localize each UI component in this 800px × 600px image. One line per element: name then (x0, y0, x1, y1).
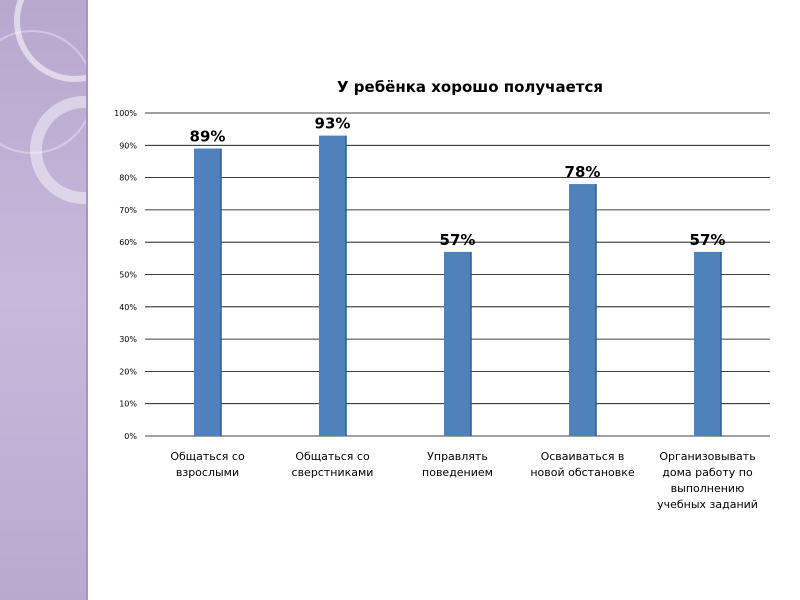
y-tick-label: 20% (119, 367, 137, 376)
category-label: Управлять поведением (422, 450, 493, 479)
chart-title: У ребёнка хорошо получается (337, 78, 603, 96)
category-label: Общаться со взрослыми (170, 450, 245, 479)
decorative-side-panel (0, 0, 88, 600)
y-tick-label: 50% (119, 271, 137, 280)
y-tick-label: 90% (119, 141, 137, 150)
y-tick-label: 10% (119, 400, 137, 409)
bar (319, 135, 346, 437)
category-label: Осваиваться в новой обстановке (530, 450, 635, 479)
y-tick-label: 100% (114, 109, 137, 118)
bar (194, 148, 221, 436)
y-tick-label: 0% (124, 432, 137, 441)
y-tick-label: 70% (119, 206, 137, 215)
y-tick-label: 30% (119, 335, 137, 344)
bars (194, 135, 722, 437)
y-tick-label: 40% (119, 303, 137, 312)
category-label: Общаться со сверстниками (292, 450, 374, 479)
panel-edge (86, 0, 88, 600)
data-label: 93% (315, 115, 351, 133)
data-label: 57% (690, 231, 726, 249)
category-label: Организовывать дома работу по выполнению уч… (657, 450, 758, 511)
y-axis-ticks: 0% 10% 20% 30% 40% 50% 60% 70% 80% 90% 100% (114, 109, 137, 441)
bar (569, 184, 596, 436)
y-tick-label: 60% (119, 238, 137, 247)
data-label: 78% (565, 163, 601, 181)
bar (444, 251, 471, 436)
data-label: 89% (190, 128, 226, 146)
bar (694, 251, 721, 436)
category-labels: Общаться со взрослыми Общаться со сверстник… (170, 450, 758, 511)
data-label: 57% (440, 231, 476, 249)
y-tick-label: 80% (119, 174, 137, 183)
data-labels: 89% 93% 57% 78% 57% (190, 115, 726, 249)
